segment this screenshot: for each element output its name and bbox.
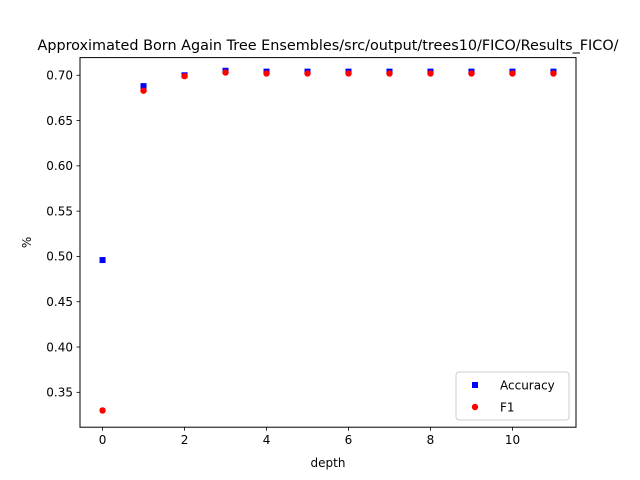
y-tick-label: 0.70 [46,69,73,83]
y-tick-label: 0.40 [46,340,73,354]
y-tick-label: 0.60 [46,159,73,173]
f1-point [222,69,229,76]
x-axis-label: depth [311,456,346,470]
f1-point [99,407,106,414]
x-tick-label: 0 [99,433,107,447]
y-tick-label: 0.55 [46,204,73,218]
y-tick-label: 0.50 [46,250,73,264]
x-tick-label: 6 [345,433,353,447]
f1-point [468,70,475,77]
f1-point [427,70,434,77]
f1-point [386,70,393,77]
x-axis: 0 2 4 6 8 10 [99,427,520,447]
x-tick-label: 8 [427,433,435,447]
f1-point [140,87,147,94]
chart-title: Approximated Born Again Tree Ensembles/s… [37,38,618,54]
series-f1 [99,69,557,414]
legend-f1-label: F1 [500,401,515,415]
y-tick-label: 0.45 [46,295,73,309]
f1-point [550,70,557,77]
legend-f1-marker [471,403,479,411]
f1-point [304,70,311,77]
legend: Accuracy F1 [455,371,570,421]
f1-point [263,70,270,77]
accuracy-point [99,257,106,264]
x-tick-label: 10 [505,433,520,447]
x-tick-label: 4 [263,433,271,447]
legend-accuracy-marker [472,382,478,388]
x-tick-label: 2 [181,433,189,447]
y-tick-label: 0.65 [46,114,73,128]
f1-point [181,72,188,80]
y-axis: 0.35 0.40 0.45 0.50 0.55 0.60 0.65 0.70 [46,69,80,400]
legend-accuracy-label: Accuracy [500,379,555,393]
legend-box [455,371,570,421]
accuracy-point [140,83,147,90]
f1-point [345,70,352,77]
f1-point [509,70,516,77]
y-axis-label: % [20,237,34,248]
y-tick-label: 0.35 [46,386,73,400]
plot-frame [79,57,577,428]
